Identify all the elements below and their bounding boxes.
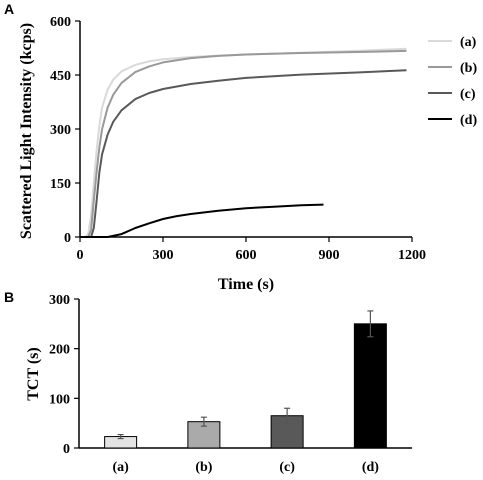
panel-a-y-tick-label: 450 — [50, 69, 71, 84]
panel-a-axes: 0 150 300 450 600 0 300 600 900 1200 — [50, 15, 426, 263]
panel-a-series — [80, 47, 407, 238]
legend-label-a: (a) — [460, 35, 477, 50]
panel-a-y-tick-label: 300 — [50, 123, 71, 138]
panel-a-x-tick-label: 300 — [153, 248, 174, 263]
panel-a-x-tick-label: 900 — [319, 248, 340, 263]
panel-a-x-tick-label: 1200 — [398, 248, 426, 263]
panel-b-label: B — [4, 289, 14, 305]
panel-a-y-axis-title: Scattered Light Intensity (kcps) — [18, 23, 35, 239]
panel-b-y-axis-title: TCT (s) — [25, 347, 42, 401]
panel-a-legend: (a) (b) (c) (d) — [428, 35, 477, 128]
panel-b-y-tick-label: 100 — [49, 392, 70, 407]
bar-d — [353, 323, 387, 449]
panel-a-x-tick-label: 600 — [236, 248, 257, 263]
panel-b-category-label-c: (c) — [279, 460, 295, 475]
panel-b-category-label-a: (a) — [112, 460, 129, 475]
panel-a-x-tick-label: 0 — [77, 248, 84, 263]
panel-a-y-tick-label: 150 — [50, 177, 71, 192]
panel-a-y-tick-label: 0 — [64, 231, 71, 246]
panel-b-category-label-b: (b) — [195, 460, 212, 475]
panel-a-x-axis-title: Time (s) — [218, 276, 274, 293]
series-line-b — [80, 49, 407, 238]
panel-b-y-tick-label: 300 — [49, 293, 70, 308]
panel-a-y-tick-label: 600 — [50, 15, 71, 30]
panel-b-y-tick-label: 0 — [63, 442, 70, 457]
panel-b-y-tick-label: 200 — [49, 343, 70, 358]
series-line-c — [80, 69, 407, 238]
panel-b: B 0 100 200 300 (a) (b) (c) (d) TCT (s) — [4, 289, 412, 475]
legend-label-d: (d) — [460, 113, 477, 128]
legend-label-b: (b) — [460, 61, 477, 76]
panel-a-label: A — [4, 1, 14, 17]
panel-b-bars: (a) (b) (c) (d) — [104, 310, 387, 475]
legend-label-c: (c) — [460, 87, 476, 102]
series-line-d — [80, 203, 324, 238]
panel-b-category-label-d: (d) — [362, 460, 379, 475]
